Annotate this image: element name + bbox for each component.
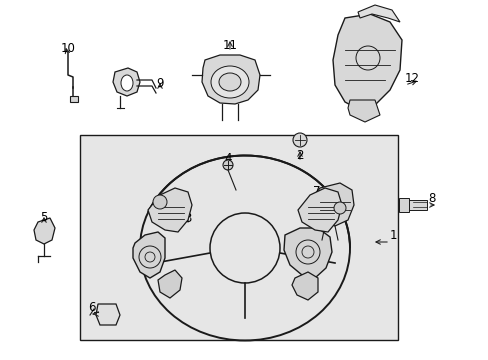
Bar <box>80 135 397 340</box>
Circle shape <box>153 195 167 209</box>
Polygon shape <box>357 5 399 22</box>
Text: 2: 2 <box>296 149 303 162</box>
Polygon shape <box>284 228 331 278</box>
Text: 8: 8 <box>427 192 434 205</box>
Text: 9: 9 <box>156 77 163 90</box>
Text: 12: 12 <box>404 72 419 85</box>
Polygon shape <box>202 55 260 104</box>
Text: 10: 10 <box>61 42 75 55</box>
Polygon shape <box>291 272 317 300</box>
Polygon shape <box>313 183 353 226</box>
Polygon shape <box>332 14 401 110</box>
Text: 7: 7 <box>313 185 320 198</box>
Polygon shape <box>34 218 55 244</box>
Polygon shape <box>113 68 140 96</box>
Text: 6: 6 <box>88 301 96 314</box>
Text: 1: 1 <box>389 229 397 242</box>
Circle shape <box>292 133 306 147</box>
Ellipse shape <box>121 75 133 91</box>
Circle shape <box>223 160 232 170</box>
Bar <box>404 200 426 210</box>
Polygon shape <box>133 232 164 278</box>
Polygon shape <box>96 304 120 325</box>
Bar <box>398 198 408 212</box>
Polygon shape <box>148 188 192 232</box>
Polygon shape <box>297 188 341 232</box>
Ellipse shape <box>210 66 248 98</box>
Ellipse shape <box>219 73 241 91</box>
Bar <box>70 96 78 102</box>
Polygon shape <box>158 270 182 298</box>
Circle shape <box>333 202 346 214</box>
Polygon shape <box>347 100 379 122</box>
Text: 4: 4 <box>224 152 231 165</box>
Text: 3: 3 <box>184 212 191 225</box>
Text: 5: 5 <box>40 211 48 224</box>
Text: 11: 11 <box>222 39 237 52</box>
